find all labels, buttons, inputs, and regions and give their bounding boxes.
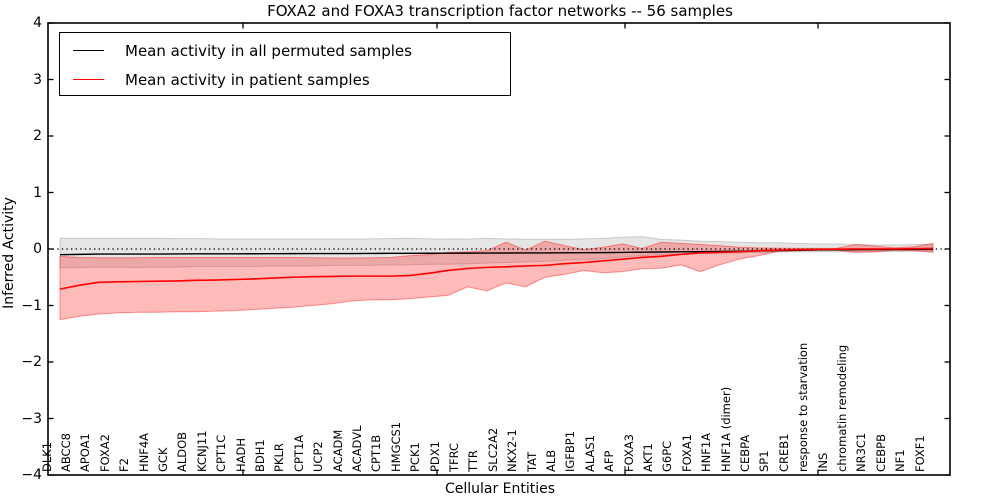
x-tick-label: TAT — [524, 451, 539, 472]
x-tick-label: HNF1A — [699, 432, 714, 472]
x-tick-label: CPT1B — [369, 434, 384, 472]
y-tick-label: 3 — [33, 71, 42, 88]
legend-row-permuted: Mean activity in all permuted samples — [60, 36, 510, 65]
x-tick-label: PCK1 — [408, 442, 423, 472]
x-tick-label: HMGCS1 — [388, 421, 403, 472]
x-tick-label: ACADM — [330, 429, 345, 472]
y-tick-label: 2 — [33, 128, 42, 144]
x-tick-label: ALAS1 — [582, 434, 597, 472]
x-tick-label: AKT1 — [640, 443, 655, 472]
x-tick-label: CEBPA — [737, 434, 752, 472]
y-tick-label: −3 — [21, 410, 42, 427]
x-tick-label: NF1 — [893, 449, 908, 472]
x-tick-label: FOXF1 — [912, 435, 927, 472]
x-tick-label: TFRC — [446, 442, 461, 472]
x-tick-label: NKX2-1 — [505, 429, 520, 472]
x-tick-label: AFP — [602, 450, 617, 472]
x-tick-label: TTR — [466, 450, 481, 472]
x-tick-label: KCNJ11 — [194, 430, 209, 472]
x-tick-label: SP1 — [757, 450, 772, 472]
legend-line-permuted-icon — [73, 50, 104, 51]
x-tick-label: CREB1 — [776, 433, 791, 473]
x-tick-label: BDH1 — [252, 439, 267, 472]
x-tick-label: IGFBP1 — [563, 430, 578, 472]
x-tick-label: CPT1A — [291, 434, 306, 472]
y-tick-label: 1 — [33, 184, 42, 201]
permuted-band — [59, 236, 934, 269]
x-tick-label: APOA1 — [78, 433, 93, 472]
y-tick-label: 4 — [33, 15, 42, 31]
x-tick-label: PDX1 — [427, 441, 442, 472]
x-tick-label: G6PC — [660, 440, 675, 472]
x-tick-label: ACADVL — [349, 425, 364, 473]
legend-line-patient-icon — [73, 79, 104, 80]
legend-label-permuted: Mean activity in all permuted samples — [125, 41, 412, 60]
patient-band — [59, 240, 934, 321]
y-tick-label: −2 — [21, 354, 42, 370]
x-tick-label: HNF4A — [136, 432, 151, 472]
x-tick-label: F2 — [117, 458, 132, 472]
legend-label-patient: Mean activity in patient samples — [125, 70, 370, 89]
x-tick-label: HADH — [233, 437, 248, 472]
x-tick-label: ALDOB — [175, 431, 190, 472]
patient-mean-line — [59, 247, 934, 290]
y-tick-label: 0 — [33, 241, 42, 257]
x-axis-label: Cellular Entities — [444, 481, 556, 497]
x-tick-label: UCP2 — [311, 441, 326, 472]
chart-title: FOXA2 and FOXA3 transcription factor net… — [267, 2, 733, 20]
x-tick-label: INS — [815, 452, 830, 472]
y-axis-label: Inferred Activity — [1, 197, 17, 309]
x-tick-label: PKLR — [272, 443, 287, 472]
y-tick-label: −4 — [21, 467, 42, 483]
x-tick-label: CEBPB — [873, 433, 888, 472]
y-tick-label: −1 — [21, 297, 42, 314]
x-tick-label: HNF1A (dimer) — [718, 386, 733, 472]
x-tick-label: SLC2A2 — [485, 427, 500, 472]
x-tick-label: FOXA2 — [97, 434, 112, 472]
x-tick-label: ALB — [543, 449, 558, 472]
x-tick-label: DLK1 — [39, 441, 54, 472]
x-tick-label: FOXA3 — [621, 434, 636, 472]
x-tick-label: FOXA1 — [679, 434, 694, 472]
legend-row-patient: Mean activity in patient samples — [60, 65, 510, 94]
legend: Mean activity in all permuted samples Me… — [59, 32, 511, 96]
x-tick-label: ABCC8 — [58, 433, 73, 472]
x-tick-label: GCK — [155, 447, 170, 472]
x-tick-label: chromatin remodeling — [834, 344, 849, 472]
x-tick-label: CPT1C — [214, 434, 229, 472]
x-tick-label: NR3C1 — [854, 432, 869, 472]
x-tick-label: response to starvation — [796, 342, 811, 472]
